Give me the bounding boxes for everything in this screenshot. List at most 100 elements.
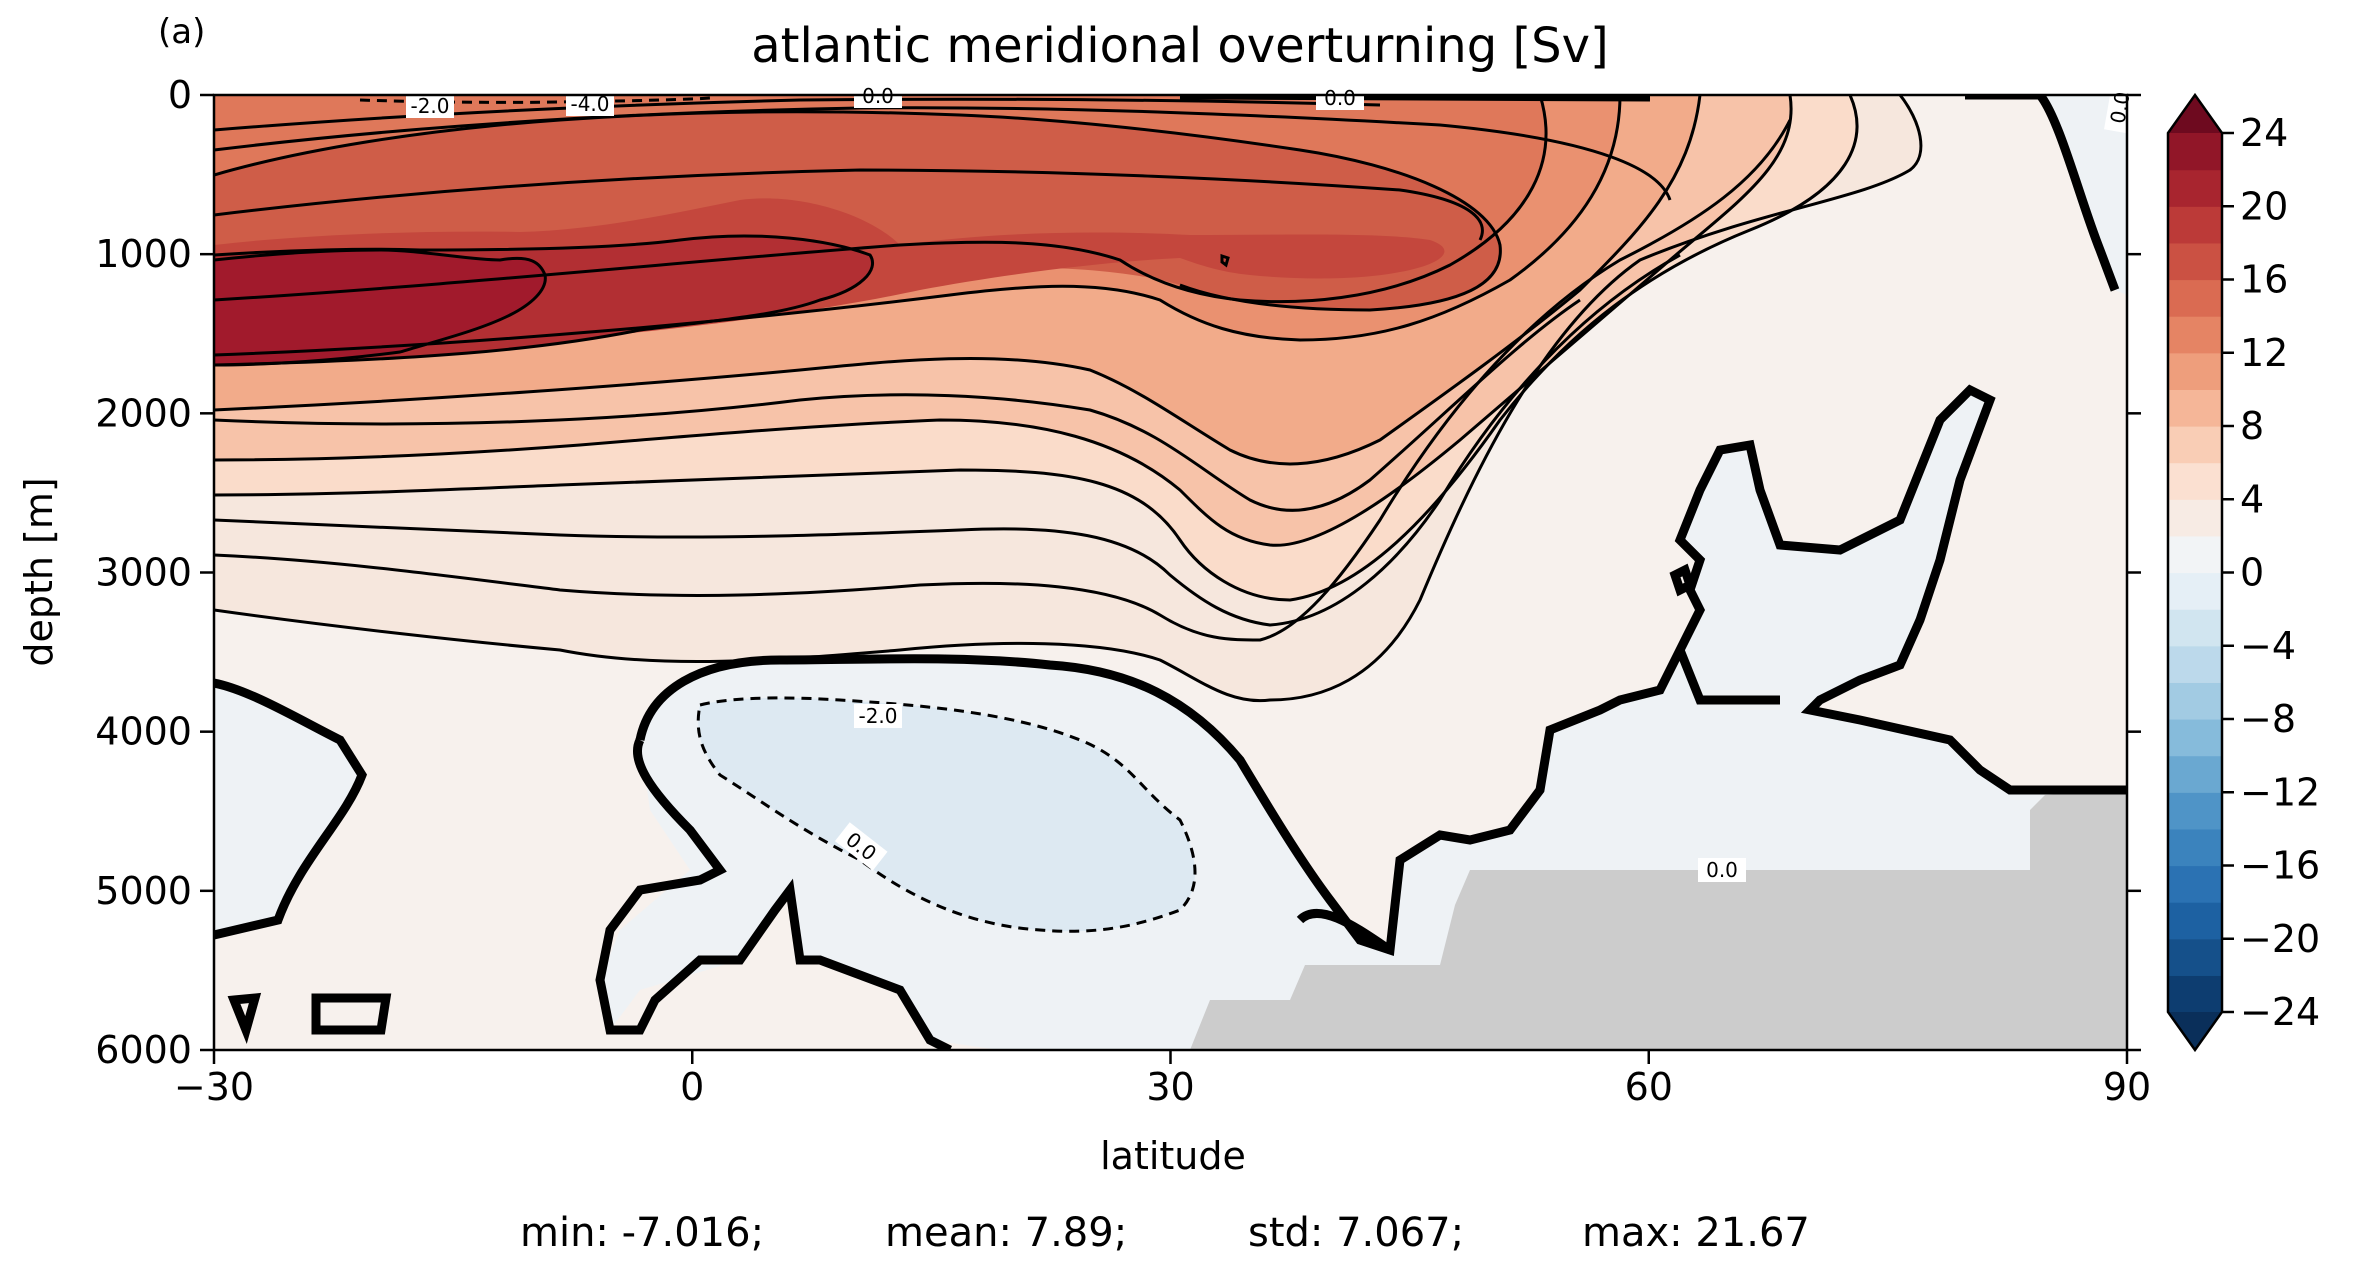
svg-text:0.0: 0.0 [1706,858,1738,882]
contour-line [214,95,1923,703]
y-axis: 0 1000 2000 3000 4000 5000 6000 [95,73,2141,1072]
contour-label: 0.0 [2104,81,2137,134]
x-tick-label: 90 [2103,1065,2151,1109]
colorbar: 24 20 16 12 8 4 0 −4 −8 −12 −16 −20 −24 [2166,92,2320,1053]
colorbar-tick-label: 4 [2240,477,2264,521]
zero-contour-line [214,678,368,940]
chart-title: atlantic meridional overturning [Sv] [0,18,2362,74]
stat-std: std: 7.067; [1248,1210,1465,1256]
y-tick-label: 4000 [95,710,192,754]
colorbar-segment [2168,242,2222,281]
colorbar-segment [2168,682,2222,720]
panel-label: (a) [158,12,206,52]
contour-label: -2.0 [854,704,902,728]
colorbar-tick-label: −12 [2240,770,2320,814]
contour-line [214,234,874,367]
y-tick-label: 3000 [95,551,192,595]
svg-text:0.0: 0.0 [1324,86,1356,110]
x-axis: −30 0 30 60 90 [174,1050,2151,1109]
stat-max: max: 21.67 [1582,1210,1810,1256]
colorbar-segment [2168,902,2222,940]
zero-contour-line [1669,563,1696,597]
colorbar-segment [2168,609,2222,647]
colorbar-tick-label: −20 [2240,917,2320,961]
colorbar-tick-label: −4 [2240,624,2296,668]
colorbar-segment [2168,865,2222,903]
y-axis-label: depth [m] [17,477,61,666]
contour-line [214,95,1548,304]
contour-line [214,95,1793,547]
svg-text:-2.0: -2.0 [410,94,449,118]
x-tick-label: 60 [1625,1065,1673,1109]
zero-contour-line [635,384,2127,957]
contour-line [214,248,547,367]
colorbar-tick-label: 0 [2240,551,2264,595]
zero-contour-line [1296,909,1393,954]
zero-contour-line [227,992,262,1044]
colorbar-segment [2168,755,2222,793]
y-tick-label: 1000 [95,232,192,276]
dashed-contour-line [696,696,1197,933]
colorbar-extend-max [2168,95,2222,133]
negative-core-cell [698,697,1195,932]
contour-line [1220,253,1230,268]
contour-lines-layer [214,95,2127,1050]
x-tick-label: −30 [174,1065,254,1109]
colorbar-segment [2168,279,2222,317]
y-tick-label: 0 [168,73,192,117]
colorbar-tick-label: −16 [2240,844,2320,888]
contour-line [214,106,1672,201]
colorbar-segment [2168,499,2222,537]
colorbar-segment [2168,169,2222,207]
colorbar-segment [2168,206,2222,244]
contour-line [214,168,1484,241]
colorbar-extend-min [2168,1012,2222,1050]
topography-mask [1190,790,2127,1050]
x-axis-label: latitude [1100,1134,1246,1178]
zero-contour-line [311,993,392,1035]
colorbar-tick-label: −8 [2240,697,2296,741]
colorbar-segment [2168,792,2222,830]
colorbar-tick-label: 12 [2240,331,2288,375]
contour-line [214,298,1581,512]
x-tick-label: 30 [1146,1065,1194,1109]
colorbar-segment [2168,535,2222,574]
zero-contour-line [595,737,953,1050]
contour-line [214,95,1702,466]
contour-line [214,95,1859,602]
negative-region-arctic [1965,95,2127,295]
positive-band-20 [214,250,546,365]
zero-contour-line [1675,648,1780,705]
colorbar-tick-label: 8 [2240,404,2264,448]
colorbar-segment [2168,719,2222,757]
contour-label: -2.0 [406,94,454,118]
stat-min: min: -7.016; [520,1210,765,1256]
colorbar-segment [2168,352,2222,390]
colorbar-segment [2168,572,2222,610]
contour-label: 0.0 [1698,858,1746,882]
negative-region-southwest [214,683,362,935]
colorbar-segment [2168,316,2222,354]
colorbar-segment [2168,133,2222,171]
chart-title-text: atlantic meridional overturning [Sv] [751,18,1609,74]
svg-text:-2.0: -2.0 [858,704,897,728]
y-tick-label: 2000 [95,391,192,435]
contour-line [214,95,1622,357]
colorbar-tick-label: −24 [2240,990,2320,1034]
colorbar-tick-label: 16 [2240,258,2288,302]
contour-fill-layer [214,95,2127,1050]
colorbar-tick-label: 20 [2240,184,2288,228]
colorbar-segment [2168,975,2222,1013]
contour-line [214,253,1681,627]
colorbar-segment [2168,828,2222,867]
x-tick-label: 0 [680,1065,704,1109]
colorbar-segment [2168,389,2222,427]
colorbar-tick-label: 24 [2240,111,2288,155]
y-tick-label: 6000 [95,1028,192,1072]
colorbar-segment [2168,938,2222,976]
colorbar-segment [2168,645,2222,683]
colorbar-segment [2168,426,2222,464]
colorbar-segment [2168,462,2222,500]
contour-label: 0.0 [1316,86,1364,110]
